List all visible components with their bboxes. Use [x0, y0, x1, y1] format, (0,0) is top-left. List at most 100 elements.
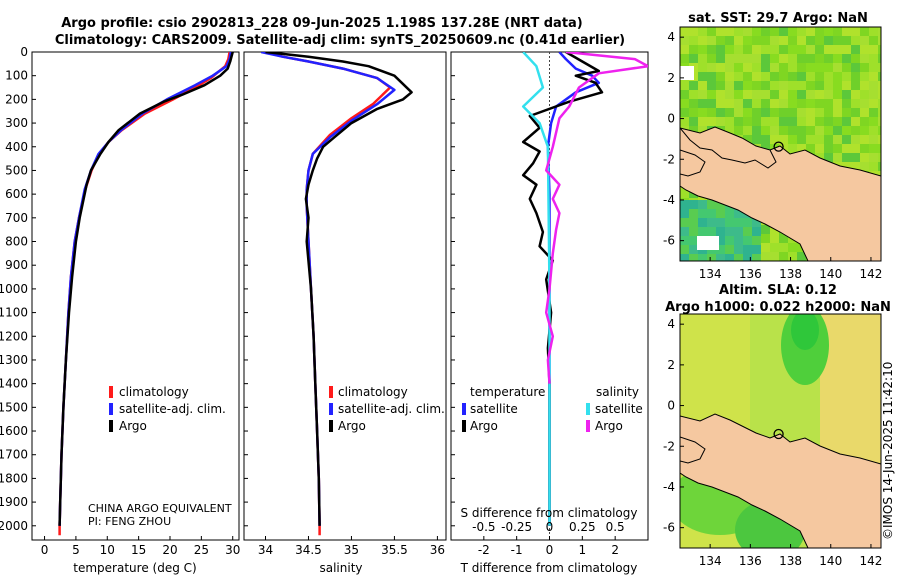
sst-cell — [815, 81, 824, 90]
series-line-salinity-satellite — [521, 52, 551, 526]
sst-cell — [680, 27, 689, 36]
sst-cell — [815, 36, 824, 45]
sst-cell — [788, 36, 797, 45]
sst-cell — [788, 135, 797, 144]
sst-cell — [761, 243, 770, 252]
new-guinea-land — [680, 126, 881, 261]
sst-cell-south — [716, 245, 725, 254]
sst-cell — [833, 45, 842, 54]
sst-cell — [842, 135, 851, 144]
sst-cell-south — [680, 200, 689, 209]
sst-cell — [743, 135, 752, 144]
island-west — [680, 436, 706, 464]
sst-cell — [770, 72, 779, 81]
sst-cell — [797, 81, 806, 90]
map-y-tick-label: -2 — [663, 439, 675, 453]
sst-cell-south — [689, 254, 698, 261]
sst-cell — [797, 135, 806, 144]
sst-cell — [770, 36, 779, 45]
map-x-tick-label: 138 — [779, 267, 802, 281]
sst-cell — [788, 45, 797, 54]
sst-cell — [761, 36, 770, 45]
sst-cell — [878, 117, 881, 126]
island-west — [680, 149, 706, 177]
sst-cell — [824, 126, 833, 135]
sst-cell — [725, 117, 734, 126]
sst-cell — [878, 27, 881, 36]
legend-mark-temp-argo — [462, 420, 466, 432]
salinity-axes-frame — [243, 51, 447, 541]
sst-cell — [707, 117, 716, 126]
sst-cell — [833, 153, 842, 162]
sst-cell — [752, 27, 761, 36]
sst-cell — [716, 72, 725, 81]
depth-tick-label: 1200 — [0, 329, 28, 343]
legend-label-temp-satellite: satellite — [470, 402, 518, 416]
sst-map-ticks: 134 136 138 140 142 4 2 0 -2 -4 -6 — [663, 30, 882, 281]
sst-cell — [734, 72, 743, 81]
sst-cell — [878, 45, 881, 54]
sst-cell — [815, 54, 824, 63]
coastline-north — [680, 127, 777, 169]
sst-cell — [770, 54, 779, 63]
sst-cell — [788, 63, 797, 72]
sst-cell — [869, 99, 878, 108]
sst-cell-south — [698, 209, 707, 218]
sst-cell — [743, 54, 752, 63]
legend-mark-climatology — [329, 386, 333, 398]
s-difference-tick-label: 0.25 — [569, 520, 596, 534]
sst-cell — [860, 63, 869, 72]
s-difference-label: S difference from climatology — [461, 506, 638, 520]
sst-cell — [689, 117, 698, 126]
sst-cell — [716, 108, 725, 117]
sst-cell-south — [698, 254, 707, 261]
sst-cell — [779, 108, 788, 117]
sst-cell — [788, 126, 797, 135]
sst-cell — [824, 27, 833, 36]
sla-map-panel: Altim. SLA: 0.12 Argo h1000: 0.022 h2000… — [663, 283, 891, 568]
sst-cell — [770, 135, 779, 144]
sst-cell — [833, 117, 842, 126]
sst-cell — [824, 144, 833, 153]
difference-legend-left: temperature satellite Argo — [462, 385, 545, 433]
sst-cell — [824, 117, 833, 126]
difference-panel: -2 -1 0 1 2 S difference from climatology -0… — [450, 51, 649, 575]
x-tick-label: 0 — [41, 543, 49, 557]
sst-cell — [833, 54, 842, 63]
legend-label-argo: Argo — [119, 419, 147, 433]
legend-mark-sal-argo — [586, 420, 590, 432]
missing-data-patch — [697, 236, 719, 250]
sst-cell — [779, 135, 788, 144]
sst-cell — [716, 117, 725, 126]
sst-cell — [725, 54, 734, 63]
map-y-tick-label: 4 — [667, 317, 675, 331]
x-tick-label: 25 — [194, 543, 209, 557]
sst-cell-south — [725, 254, 734, 261]
sst-cell — [779, 243, 788, 252]
sst-cell — [842, 27, 851, 36]
sst-cell — [824, 63, 833, 72]
sst-cell — [806, 117, 815, 126]
sst-cell — [860, 99, 869, 108]
depth-tick-label: 900 — [5, 258, 28, 272]
s-difference-ticks: -0.5 -0.25 0 0.25 0.5 — [472, 520, 625, 534]
sst-cell-south — [734, 218, 743, 227]
depth-tick-label: 1500 — [0, 400, 28, 414]
sst-cell — [797, 27, 806, 36]
sst-cell — [725, 81, 734, 90]
sst-cell — [743, 117, 752, 126]
legend-mark-climatology — [109, 386, 113, 398]
sst-cell — [680, 117, 689, 126]
sst-cell — [743, 126, 752, 135]
sst-cell — [878, 126, 881, 135]
x-tick-label: 15 — [131, 543, 146, 557]
map-x-tick-label: 142 — [859, 554, 882, 568]
sst-cell — [761, 117, 770, 126]
series-line-salinity-argo — [544, 52, 648, 384]
sst-cell — [761, 81, 770, 90]
salinity-series — [260, 52, 413, 536]
legend-label-sat-adj: satellite-adj. clim. — [338, 402, 445, 416]
legend-label-temp-argo: Argo — [470, 419, 498, 433]
sst-cell — [761, 252, 770, 261]
